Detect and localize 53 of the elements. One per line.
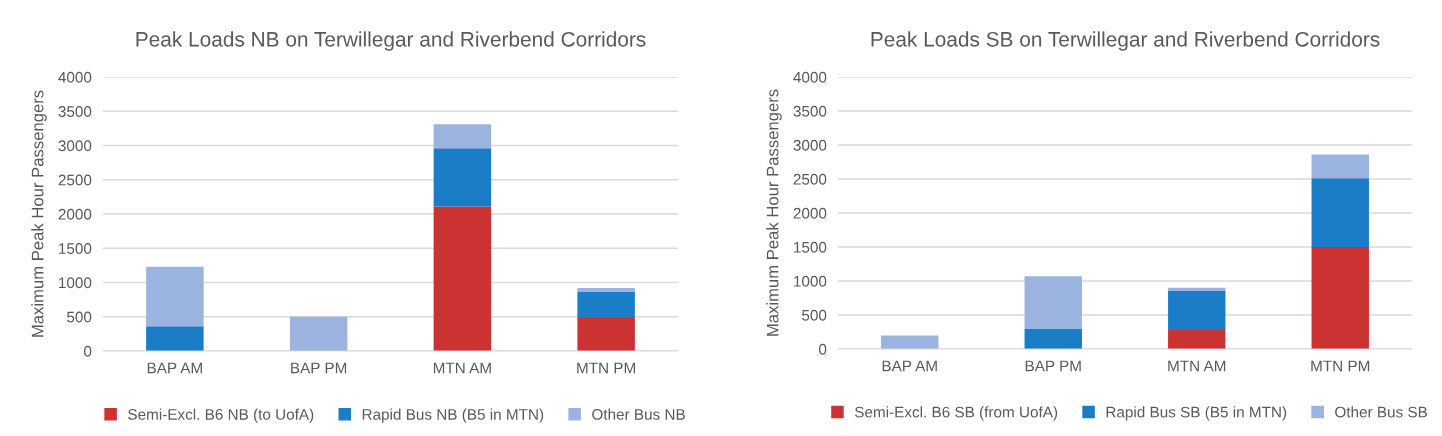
- y-axis-title: Maximum Peak Hour Passengers: [766, 89, 782, 336]
- x-tick-label: MTN AM: [1168, 360, 1226, 372]
- y-tick-label: 500: [802, 309, 827, 321]
- y-tick-label: 0: [818, 343, 827, 355]
- bar: [1024, 328, 1082, 349]
- y-tick-label: 1500: [794, 241, 827, 253]
- x-tick-label: BAP AM: [147, 362, 202, 374]
- y-tick-label: 2000: [793, 207, 827, 219]
- bar: [289, 316, 348, 351]
- legend-label: Semi-Excl. B6 NB (to UofA): [128, 408, 314, 423]
- x-tick-label: BAP PM: [291, 362, 347, 374]
- x-tick-label: MTN PM: [577, 362, 635, 374]
- y-tick-label: 500: [67, 311, 92, 323]
- bar: [433, 148, 492, 207]
- x-tick-label: MTN PM: [1311, 360, 1370, 372]
- bar: [1024, 276, 1082, 329]
- bar: [1168, 290, 1226, 330]
- y-tick-label: 2000: [58, 208, 92, 220]
- bar: [881, 335, 939, 349]
- bar: [1311, 178, 1369, 247]
- y-tick-label: 4000: [58, 71, 92, 83]
- bar: [1311, 154, 1369, 179]
- y-tick-label: 1000: [59, 277, 92, 289]
- y-tick-label: 1500: [59, 243, 92, 254]
- y-tick-label: 3500: [793, 105, 827, 117]
- y-tick-label: 2500: [58, 174, 92, 186]
- legend-label: Rapid Bus SB (B5 in MTN): [1106, 406, 1287, 421]
- bar: [577, 291, 635, 319]
- y-tick-label: 2500: [793, 173, 827, 185]
- bar: [146, 266, 204, 327]
- y-axis-title: Maximum Peak Hour Passengers: [31, 90, 47, 337]
- legend-label: Other Bus NB: [592, 408, 685, 420]
- x-tick-label: MTN AM: [433, 362, 491, 374]
- y-tick-label: 0: [83, 345, 92, 357]
- bar: [433, 124, 492, 149]
- chart-title: Peak Loads SB on Terwillegar and Riverbend Corridors: [871, 31, 1380, 51]
- y-tick-label: 3000: [793, 139, 827, 151]
- y-tick-label: 4000: [793, 71, 827, 83]
- bar: [1168, 287, 1226, 291]
- bar: [1311, 247, 1369, 349]
- legend-label: Rapid Bus NB (B5 in MTN): [362, 408, 544, 423]
- x-tick-label: BAP PM: [1025, 360, 1081, 372]
- bar: [433, 206, 492, 351]
- legend-label: Semi-Excl. B6 SB (from UofA): [854, 406, 1058, 421]
- y-tick-label: 3000: [58, 140, 92, 152]
- y-tick-label: 1000: [794, 275, 827, 287]
- chart-title: Peak Loads NB on Terwillegar and Riverbend Corridors: [136, 31, 646, 51]
- bar: [146, 326, 204, 351]
- bar: [1168, 329, 1226, 349]
- legend-label: Other Bus SB: [1335, 406, 1428, 418]
- y-tick-label: 3500: [58, 106, 92, 117]
- x-tick-label: BAP AM: [882, 360, 937, 372]
- bar: [577, 318, 635, 351]
